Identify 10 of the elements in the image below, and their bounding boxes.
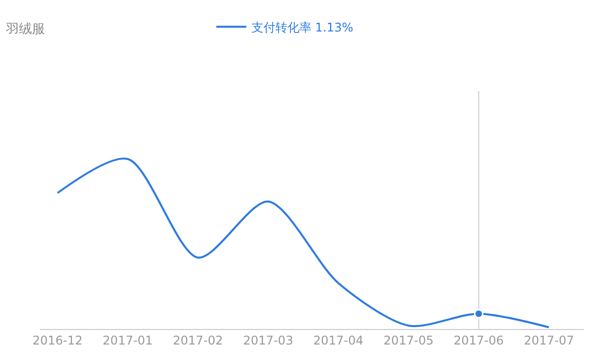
x-tick-label: 2017-03 — [243, 333, 294, 348]
legend-label: 支付转化率 1.13% — [251, 20, 354, 34]
x-tick-label: 2017-04 — [313, 333, 364, 348]
x-tick-label: 2017-05 — [383, 333, 434, 348]
chart-title: 羽绒服 — [5, 22, 46, 37]
x-tick-label: 2017-02 — [172, 333, 224, 348]
x-tick-label: 2017-01 — [102, 333, 153, 348]
x-tick-label: 2017-06 — [454, 333, 504, 348]
x-tick-label: 2017-07 — [524, 333, 574, 348]
x-tick-label: 2016-12 — [32, 333, 83, 348]
